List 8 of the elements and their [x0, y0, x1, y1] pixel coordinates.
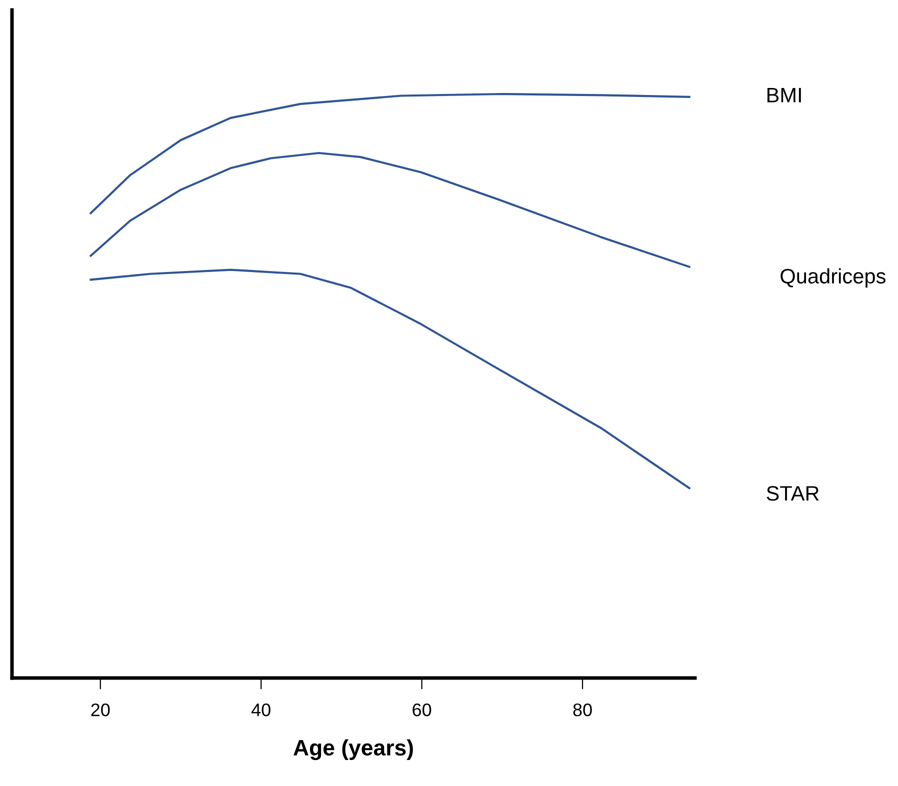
- text: Quadriceps: [780, 268, 886, 288]
- x-axis-title: Age (years): [294, 739, 413, 760]
- text: STAR: [766, 486, 819, 501]
- text: BMI: [767, 88, 801, 102]
- x-tick-label: 60: [412, 703, 432, 716]
- x-tick-label: 20: [91, 703, 110, 716]
- x-tick-label: 40: [251, 703, 270, 716]
- x-tick-label: 80: [573, 703, 592, 716]
